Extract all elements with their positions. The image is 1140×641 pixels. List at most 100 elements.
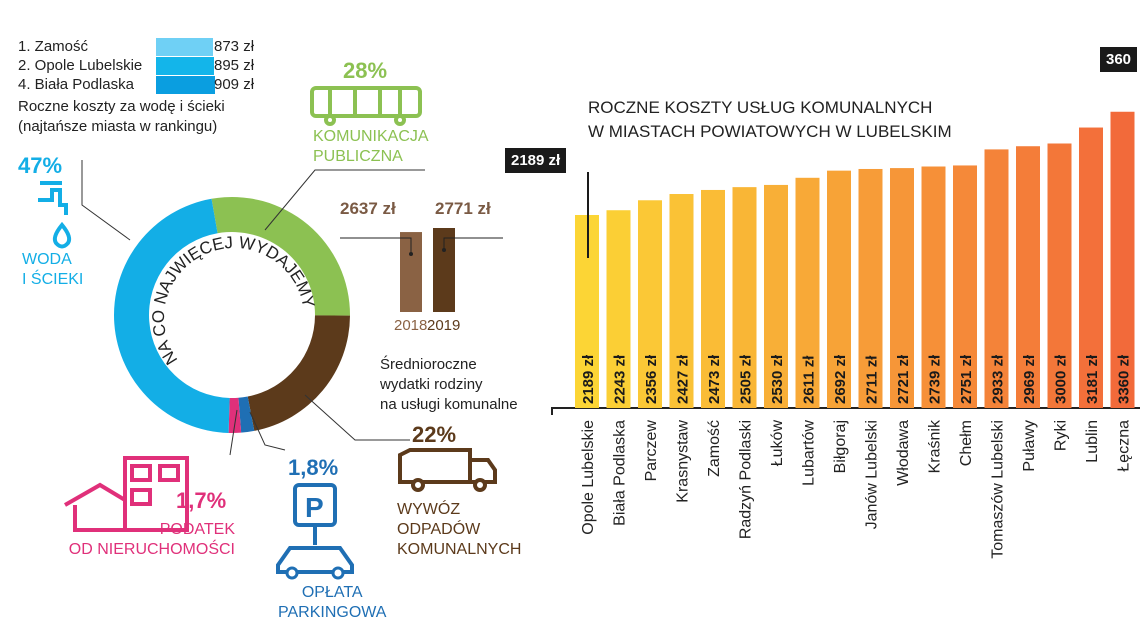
year-label: 2019 [427, 317, 460, 330]
city-bar-value: 2933 zł [990, 354, 1007, 404]
year-value-label: 2771 zł [435, 199, 491, 218]
chart-title: ROCZNE KOSZTY USŁUG KOMUNALNYCH W MIASTAC… [588, 98, 952, 141]
city-name: 2. Opole Lubelskie [18, 57, 143, 74]
water-cost-value: 873 zł [214, 38, 255, 55]
water-ranking-caption: Roczne koszty za wodę i ścieki [18, 98, 225, 115]
donut-slice [247, 315, 350, 431]
city-bar [1016, 146, 1040, 408]
city-bar-value: 2189 zł [580, 354, 597, 404]
city-bar [606, 210, 631, 408]
city-bar [732, 187, 757, 408]
donut-slice [211, 196, 350, 316]
parking-label: OPŁATA PARKINGOWA [278, 584, 387, 621]
leader-line [443, 237, 503, 250]
water-cost-bar [156, 76, 216, 94]
city-name: 4. Biała Podlaska [18, 76, 134, 93]
water-cost-value: 895 zł [214, 57, 255, 74]
transport-percent: 28% [343, 58, 388, 83]
water-cost-value: 909 zł [214, 76, 255, 93]
city-bar-value: 2739 zł [927, 354, 944, 404]
year-value-label: 2637 zł [340, 199, 396, 218]
city-bar-value: 3360 zł [1116, 354, 1133, 404]
city-bar [1110, 111, 1135, 409]
svg-text:P: P [305, 492, 324, 523]
city-bar-value: 2721 zł [895, 354, 912, 404]
city-label: Lubartów [801, 420, 818, 486]
x-axis [551, 407, 1140, 415]
city-bar [1047, 143, 1072, 408]
city-bar-value: 2611 zł [801, 355, 818, 404]
water-ranking-caption: (najtańsze miasta w rankingu) [18, 118, 218, 135]
year-bar [400, 232, 422, 312]
donut-slice [238, 396, 255, 433]
donut-chart: NA CO NAJWIĘCEJ WYDAJEMY P [38, 86, 497, 580]
city-bar [984, 149, 1009, 408]
city-bar [795, 177, 820, 408]
city-bar-value: 3000 zł [1053, 354, 1070, 404]
city-label: Łuków [769, 420, 786, 467]
city-label: Tomaszów Lubelski [990, 420, 1007, 559]
city-label: Radzyń Podlaski [738, 420, 755, 539]
parking-icon: P [276, 483, 354, 580]
garbage-truck-icon [398, 448, 497, 492]
bus-icon [310, 86, 422, 126]
water-cost-bar [156, 57, 215, 75]
city-name: 1. Zamość [18, 38, 89, 55]
tax-percent: 1,7% [176, 488, 227, 513]
year-label: 2018 [394, 317, 427, 330]
max-callout: 360 [1100, 47, 1138, 72]
city-bar [764, 184, 788, 408]
city-label: Biłgoraj [832, 420, 849, 473]
city-label: Ryki [1053, 420, 1070, 451]
water-label: WODA I ŚCIEKI [22, 251, 84, 288]
city-bar-value: 2505 zł [738, 354, 755, 404]
transport-label: KOMUNIKACJA PUBLICZNA [313, 128, 429, 165]
leader-lines [81, 160, 425, 456]
city-bar-value: 3181 zł [1084, 354, 1101, 404]
city-bar [890, 168, 914, 408]
city-label: Krasnystaw [675, 420, 692, 503]
water-cost-bar [156, 38, 213, 56]
city-bar [669, 194, 694, 408]
yearly-average-caption: Średnioroczne wydatki rodziny na usługi ko… [380, 356, 518, 413]
city-label: Chełm [958, 420, 975, 466]
min-callout: 2189 zł [505, 148, 567, 173]
city-bar-value: 2969 zł [1021, 354, 1038, 404]
city-bar-value: 2692 zł [832, 354, 849, 404]
city-bar [827, 170, 851, 408]
city-bar-value: 2711 zł [864, 355, 881, 404]
city-bar [953, 165, 977, 408]
city-bar-value: 2751 zł [958, 354, 975, 404]
water-percent: 47% [18, 153, 63, 178]
city-label: Biała Podlaska [612, 420, 629, 526]
city-bar [921, 166, 946, 408]
city-bar-value: 2427 zł [675, 354, 692, 404]
city-label: Opole Lubelskie [580, 420, 597, 535]
city-bar-value: 2356 zł [643, 354, 660, 404]
city-bar-value: 2473 zł [706, 354, 723, 404]
house-icon [64, 456, 189, 532]
waste-label: WYWÓZ ODPADÓW KOMUNALNYCH [397, 501, 522, 558]
city-bar [638, 200, 662, 408]
city-label: Kraśnik [927, 419, 944, 473]
water-tap-icon [38, 181, 72, 249]
year-bar [433, 228, 455, 312]
city-label: Lublin [1084, 420, 1101, 463]
waste-percent: 22% [412, 422, 457, 447]
tax-label: PODATEK OD NIERUCHOMOŚCI [68, 521, 235, 558]
yearly-average-chart: 2637 zł 2018 2771 zł 2019 [340, 199, 503, 330]
city-label: Puławy [1021, 420, 1038, 472]
city-bar [1079, 127, 1103, 408]
city-label: Janów Lubelski [864, 420, 881, 529]
city-bar [701, 189, 725, 408]
leader-line [340, 237, 412, 255]
parking-percent: 1,8% [288, 455, 339, 480]
city-costs-bar-chart: 2189 zł Opole Lubelskie 2243 zł Biała Podla… [551, 111, 1140, 559]
donut-slice [113, 198, 230, 433]
city-bar-value: 2530 zł [769, 354, 786, 404]
city-label: Zamość [706, 420, 723, 477]
city-label: Parczew [643, 420, 660, 482]
city-label: Łęczna [1116, 420, 1133, 472]
city-bar [858, 168, 883, 408]
city-label: Włodawa [895, 420, 912, 486]
